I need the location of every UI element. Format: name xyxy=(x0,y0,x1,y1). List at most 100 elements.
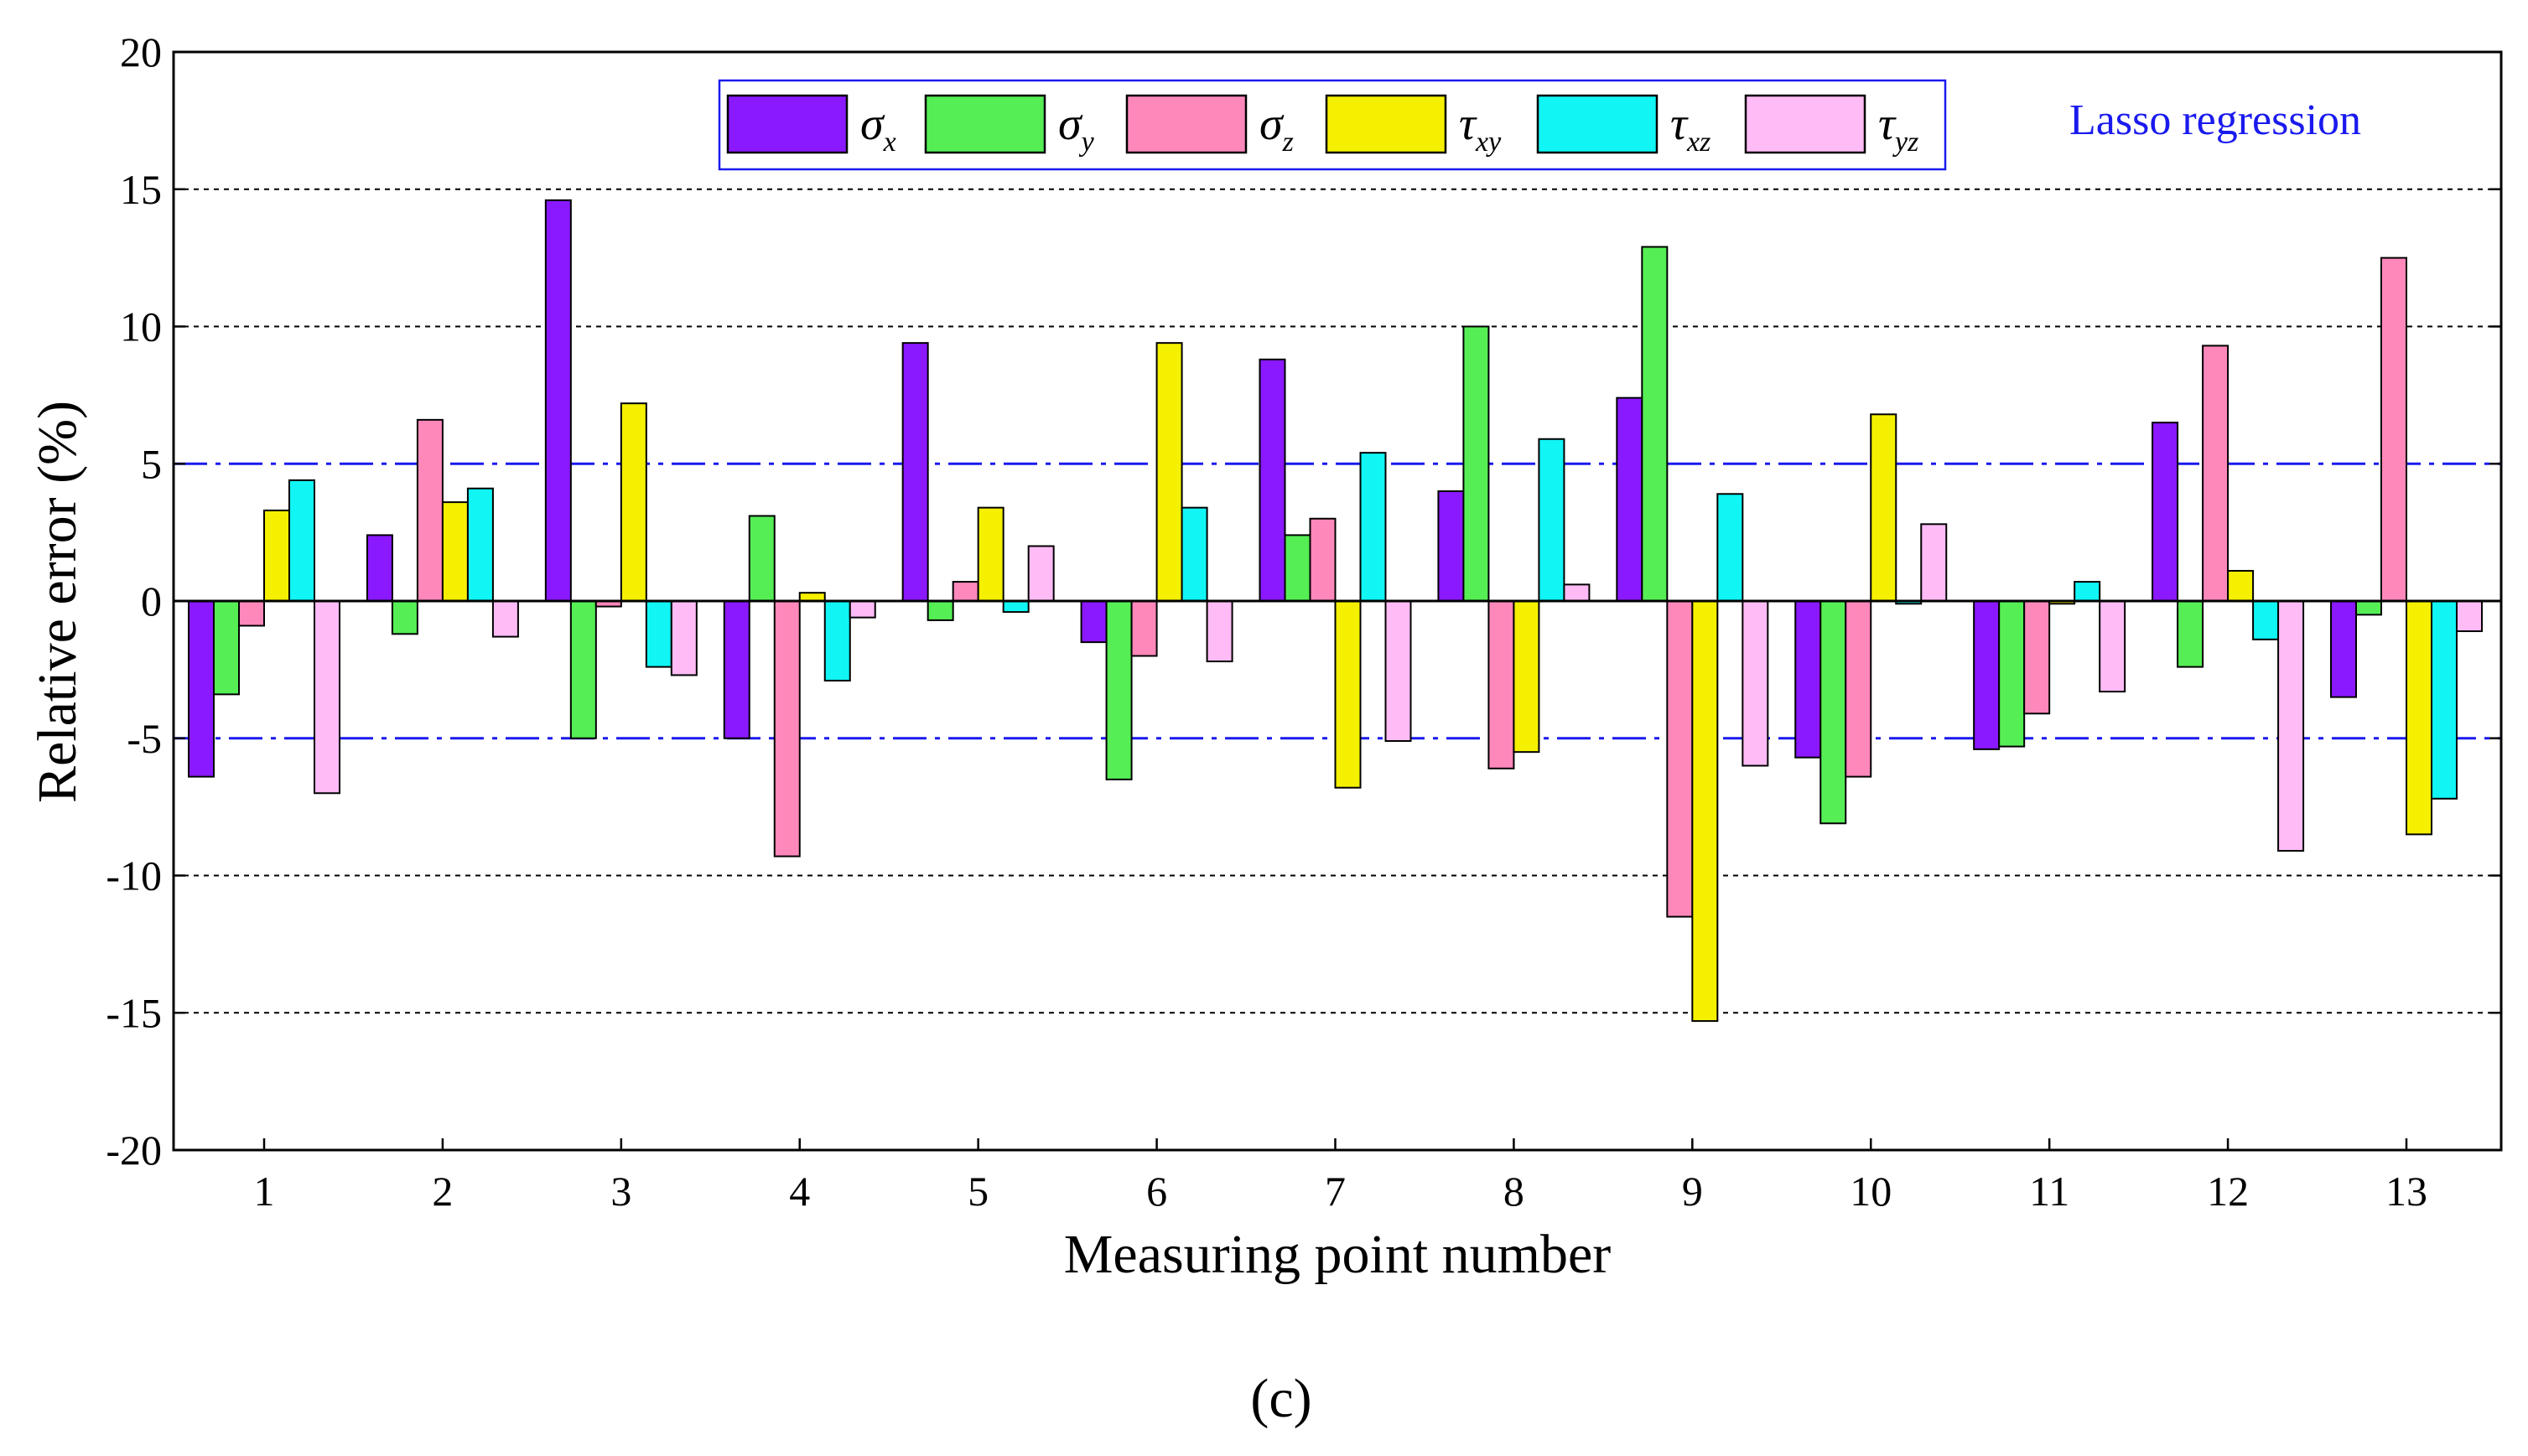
legend-swatch xyxy=(924,94,1046,154)
y-tick-label: -20 xyxy=(106,1127,162,1174)
bar-τxz-3 xyxy=(645,600,672,668)
legend-swatch xyxy=(726,94,849,154)
bar-τxy-13 xyxy=(2406,600,2432,836)
bar-σy-3 xyxy=(569,600,597,739)
bar-σx-3 xyxy=(544,199,572,602)
x-tick-label: 3 xyxy=(610,1168,631,1215)
bar-τxz-9 xyxy=(1716,493,1744,603)
bar-τyz-9 xyxy=(1742,600,1769,767)
bar-σx-8 xyxy=(1437,490,1465,602)
bar-τxy-2 xyxy=(441,501,469,602)
y-tick-label: 0 xyxy=(141,578,162,624)
legend-label: σy xyxy=(1058,98,1095,158)
y-tick-label: -5 xyxy=(127,715,162,762)
bar-τxz-6 xyxy=(1181,506,1208,603)
bar-σz-12 xyxy=(2202,345,2230,602)
bar-σz-11 xyxy=(2023,600,2051,715)
bar-σx-7 xyxy=(1259,358,1286,602)
bar-σx-13 xyxy=(2330,600,2357,698)
bar-σx-11 xyxy=(1973,600,2001,750)
bar-τxy-12 xyxy=(2227,569,2255,602)
bar-σy-4 xyxy=(748,515,776,602)
legend-entry: σz xyxy=(1125,94,1294,158)
bar-σz-8 xyxy=(1487,600,1515,769)
legend-label: τxz xyxy=(1670,98,1710,158)
legend-entry: τxy xyxy=(1325,94,1502,158)
x-tick-label: 4 xyxy=(789,1168,810,1215)
bar-τxy-7 xyxy=(1334,600,1362,789)
x-axis-title: Measuring point number xyxy=(1064,1224,1612,1285)
bar-σz-2 xyxy=(416,418,444,602)
bar-σy-9 xyxy=(1641,246,1669,602)
bar-τxy-5 xyxy=(977,506,1004,603)
x-tick-label: 12 xyxy=(2207,1168,2249,1215)
bar-τxy-1 xyxy=(263,509,290,602)
bar-σz-6 xyxy=(1130,600,1158,657)
x-tick-label: 9 xyxy=(1682,1168,1703,1215)
legend-label: τxy xyxy=(1459,98,1502,158)
bar-τxy-8 xyxy=(1513,600,1540,754)
bar-τxz-12 xyxy=(2252,600,2280,640)
bar-τyz-2 xyxy=(491,600,519,638)
bar-σz-7 xyxy=(1309,517,1337,602)
bar-σz-9 xyxy=(1666,600,1694,918)
legend-swatch xyxy=(1325,94,1447,154)
bar-σz-10 xyxy=(1845,600,1872,778)
bar-σy-6 xyxy=(1105,600,1133,780)
panel-label: (c) xyxy=(1250,1368,1311,1429)
legend-entry: σx xyxy=(726,94,896,158)
bar-τyz-12 xyxy=(2277,600,2305,852)
bar-σz-1 xyxy=(238,600,265,627)
y-axis-title: Relative error (%) xyxy=(27,401,88,803)
bar-τyz-7 xyxy=(1384,600,1412,743)
bar-σy-12 xyxy=(2177,600,2204,668)
x-tick-label: 2 xyxy=(432,1168,453,1215)
bar-σz-13 xyxy=(2380,256,2407,602)
bar-τxz-13 xyxy=(2431,600,2458,800)
bar-σz-5 xyxy=(952,581,979,603)
bar-τyz-8 xyxy=(1563,583,1591,602)
bar-τyz-10 xyxy=(1920,523,1948,602)
x-axis-ticks: 1 2 3 4 5 6 7 8 9 10 11 12 13 xyxy=(254,1138,2427,1215)
bar-σx-2 xyxy=(366,534,393,603)
bar-τxz-7 xyxy=(1359,452,1387,603)
bar-τxy-3 xyxy=(620,402,647,603)
bar-τxz-1 xyxy=(288,479,315,603)
bar-σx-4 xyxy=(723,600,750,739)
bar-σx-5 xyxy=(901,342,929,602)
model-annotation: Lasso regression xyxy=(2069,96,2361,144)
y-tick-label: -10 xyxy=(106,852,162,899)
bar-σx-6 xyxy=(1080,600,1108,644)
bar-σy-2 xyxy=(391,600,418,635)
bar-τxz-5 xyxy=(1002,600,1030,614)
bar-σy-11 xyxy=(1998,600,2026,748)
bar-σy-7 xyxy=(1284,534,1311,603)
y-tick-label: 15 xyxy=(120,166,162,213)
bar-τyz-5 xyxy=(1027,545,1055,602)
bar-τxy-9 xyxy=(1691,600,1719,1023)
x-tick-label: 1 xyxy=(254,1168,275,1215)
bar-τyz-4 xyxy=(849,600,876,619)
x-tick-label: 7 xyxy=(1325,1168,1346,1215)
x-tick-label: 11 xyxy=(2029,1168,2069,1215)
bar-τyz-1 xyxy=(314,600,340,795)
legend-entry: τxz xyxy=(1536,94,1710,158)
bar-σx-10 xyxy=(1794,600,1822,759)
x-tick-label: 10 xyxy=(1850,1168,1892,1215)
y-tick-label: 10 xyxy=(120,303,162,350)
legend-entry: τyz xyxy=(1744,94,1918,158)
legend-swatch xyxy=(1744,94,1866,154)
legend-label: σz xyxy=(1259,98,1294,158)
legend-frame xyxy=(718,79,1947,171)
x-tick-label: 5 xyxy=(968,1168,989,1215)
bar-σy-5 xyxy=(927,600,954,621)
y-tick-label: 5 xyxy=(141,440,162,487)
bar-σy-13 xyxy=(2355,600,2382,616)
y-tick-label: -15 xyxy=(106,989,162,1036)
bar-τxz-8 xyxy=(1538,438,1565,603)
bar-τyz-3 xyxy=(670,600,698,676)
bar-τxy-6 xyxy=(1155,342,1183,602)
legend-swatch xyxy=(1125,94,1248,154)
bar-τxy-10 xyxy=(1870,413,1897,602)
